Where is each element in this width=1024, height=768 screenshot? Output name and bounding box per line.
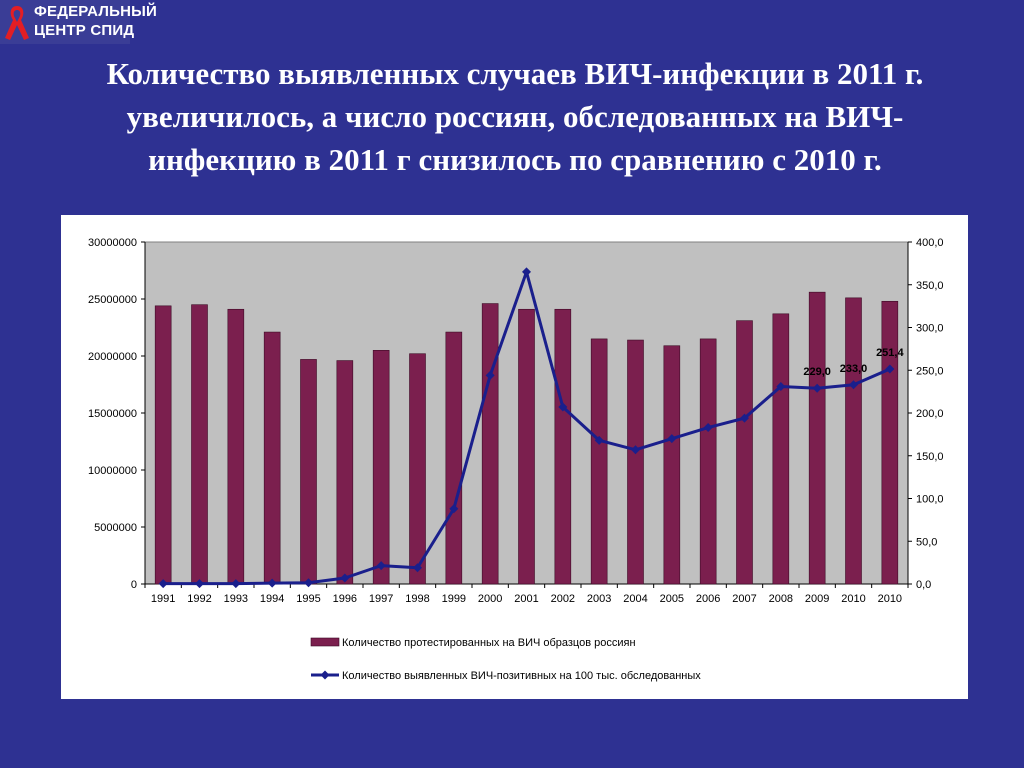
line-point — [667, 434, 677, 444]
x-axis-tick-label: 2004 — [623, 593, 647, 605]
right-axis-tick-label: 50,0 — [916, 536, 937, 548]
x-axis-tick-label: 2005 — [660, 593, 684, 605]
x-axis-tick-label: 1992 — [187, 593, 211, 605]
logo: ФЕДЕРАЛЬНЫЙ ЦЕНТР СПИД — [0, 0, 157, 44]
x-axis-tick-label: 2010 — [841, 593, 865, 605]
line-point — [885, 364, 895, 374]
line-point — [703, 423, 713, 433]
logo-text: ФЕДЕРАЛЬНЫЙ ЦЕНТР СПИД — [34, 2, 157, 40]
x-axis-tick-label: 1998 — [405, 593, 429, 605]
x-axis-tick-label: 2003 — [587, 593, 611, 605]
bar — [518, 308, 535, 585]
bar — [154, 305, 172, 585]
right-axis-tick-label: 350,0 — [916, 280, 944, 292]
right-axis-tick-label: 300,0 — [916, 323, 944, 335]
x-axis-tick-label: 2002 — [551, 593, 575, 605]
right-axis-tick-label: 100,0 — [916, 494, 944, 506]
bar — [409, 353, 426, 585]
legend-label-bar: Количество протестированных на ВИЧ образ… — [342, 637, 636, 649]
x-axis-tick-label: 1991 — [151, 593, 175, 605]
legend-swatch-bar — [310, 637, 340, 647]
line-point — [558, 402, 568, 412]
legend-swatch-marker — [320, 670, 330, 680]
combo-chart: 0 5000000 10000000 15000000 20000000 25000000… — [88, 237, 944, 682]
bar — [263, 331, 281, 585]
line-point — [740, 413, 749, 423]
x-axis-tick-label: 2000 — [478, 593, 502, 605]
left-axis-tick-label: 5000000 — [94, 522, 137, 534]
line-point — [812, 383, 822, 393]
bar — [881, 300, 899, 585]
line-point — [231, 579, 241, 589]
bar — [699, 338, 717, 585]
right-axis-tick-label: 150,0 — [916, 451, 944, 463]
bar — [227, 308, 245, 585]
x-axis-tick-label: 1999 — [442, 593, 466, 605]
red-ribbon-icon — [5, 6, 29, 40]
x-axis-tick-label: 2001 — [514, 593, 538, 605]
line-point — [522, 267, 531, 277]
line-point — [594, 435, 604, 445]
bar — [663, 345, 681, 585]
bar — [481, 303, 499, 585]
x-axis-tick-label: 1994 — [260, 593, 284, 605]
line-point — [485, 370, 495, 380]
bar — [554, 308, 572, 585]
right-axis-tick-label: 400,0 — [916, 237, 944, 249]
data-label: 229,0 — [803, 366, 831, 378]
line-point — [413, 563, 422, 573]
line-point — [376, 561, 386, 571]
left-axis-tick-label: 20000000 — [88, 351, 137, 363]
x-axis-tick-label: 1995 — [296, 593, 320, 605]
logo-line-1: ФЕДЕРАЛЬНЫЙ — [34, 3, 158, 20]
bar — [845, 297, 862, 585]
left-axis-tick-label: 30000000 — [88, 237, 137, 249]
slide-title: Количество выявленных случаев ВИЧ-инфекц… — [106, 56, 924, 177]
right-axis-tick-label: 200,0 — [916, 408, 944, 420]
legend-label-line: Количество выявленных ВИЧ-позитивных на … — [342, 670, 701, 682]
x-axis-tick-label: 1997 — [369, 593, 393, 605]
line-point — [449, 504, 459, 514]
logo-line-2: ЦЕНТР СПИД — [34, 22, 135, 39]
data-label: 251,4 — [876, 347, 904, 359]
left-axis-tick-label: 25000000 — [88, 294, 137, 306]
bar — [445, 331, 463, 585]
bar — [772, 313, 790, 585]
bar — [590, 338, 608, 585]
x-axis-tick-label: 1993 — [224, 593, 248, 605]
data-label: 233,0 — [840, 363, 868, 375]
x-axis-tick-label: 2006 — [696, 593, 720, 605]
line-point — [776, 381, 786, 391]
x-axis-tick-label: 2009 — [805, 593, 829, 605]
line-point — [158, 579, 168, 589]
line-point — [195, 579, 204, 589]
bar — [372, 350, 390, 585]
line-point — [631, 445, 640, 455]
x-axis-tick-label: 2010 — [878, 593, 902, 605]
x-axis-tick-label: 1996 — [333, 593, 357, 605]
line-point — [304, 578, 313, 588]
chart-panel: 0 5000000 10000000 15000000 20000000 25000000… — [61, 215, 968, 699]
line-point — [340, 573, 350, 583]
bar — [736, 320, 753, 585]
bar — [191, 304, 208, 585]
x-axis-tick-label: 2007 — [732, 593, 756, 605]
left-axis-tick-label: 0 — [131, 579, 137, 591]
left-axis-tick-label: 10000000 — [88, 465, 137, 477]
line-point — [267, 578, 277, 588]
x-axis-tick-label: 2008 — [769, 593, 793, 605]
bar — [336, 360, 354, 585]
right-axis-tick-label: 0,0 — [916, 579, 931, 591]
bar — [627, 339, 644, 585]
right-axis-tick-label: 250,0 — [916, 365, 944, 377]
line-point — [849, 380, 858, 390]
bar — [300, 359, 317, 585]
bar — [808, 291, 826, 585]
left-axis-tick-label: 15000000 — [88, 408, 137, 420]
